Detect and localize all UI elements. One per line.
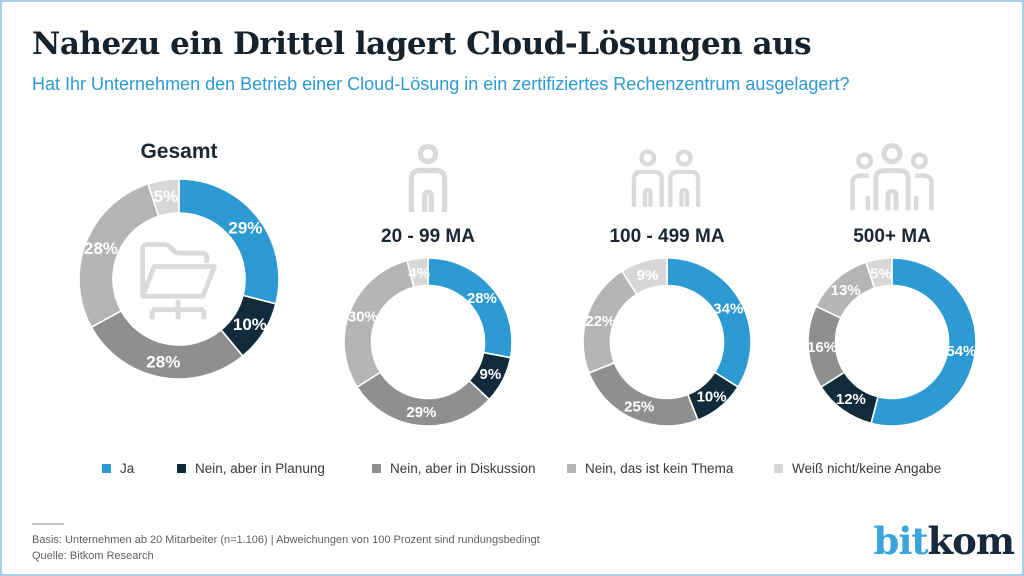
group-heading-100-499: 100 - 499 MA — [609, 226, 725, 247]
donut-segment-label: 54% — [946, 343, 976, 360]
legend-label: Nein, das ist kein Thema — [585, 461, 734, 476]
donut-segment — [427, 258, 512, 359]
legend-item-weiss-nicht: Weiß nicht/keine Angabe — [774, 461, 941, 476]
donut-segment — [406, 258, 429, 289]
footer-basis: Basis: Unternehmen ab 20 Mitarbeiter (n=… — [32, 534, 540, 546]
legend-marker-diskussion — [372, 464, 381, 473]
donut-segment — [666, 258, 751, 389]
legend-item-ja: Ja — [102, 461, 134, 476]
donut-segment-label: 29% — [406, 404, 436, 421]
legend-item-diskussion: Nein, aber in Diskussion — [372, 461, 536, 476]
footer-source: Quelle: Bitkom Research — [32, 550, 154, 562]
donut-segment-label: 28% — [146, 353, 180, 372]
donut-500plus: 54% 12% 16% 13% 5% — [808, 258, 976, 426]
group-heading-gesamt: Gesamt — [140, 140, 218, 163]
donut-segment-label: 28% — [467, 290, 497, 307]
group-heading-20-99: 20 - 99 MA — [381, 226, 475, 247]
two-persons-icon — [628, 144, 704, 219]
donut-segment-label: 13% — [831, 282, 861, 299]
donut-segment-label: 25% — [624, 399, 654, 416]
donut-segment-label: 29% — [228, 219, 262, 238]
donut-segment-label: 5% — [870, 265, 892, 282]
one-person-icon — [404, 143, 452, 219]
page-title: Nahezu ein Drittel lagert Cloud-Lösungen… — [32, 26, 812, 62]
group-heading-500plus: 500+ MA — [853, 226, 931, 247]
legend-label: Nein, aber in Diskussion — [390, 461, 536, 476]
donut-100-499: 34% 10% 25% 22% 9% — [583, 258, 751, 426]
donut-segment-label: 12% — [836, 391, 866, 408]
donut-segment-label: 22% — [585, 313, 615, 330]
donut-20-99: 28% 9% 29% 30% 4% — [344, 258, 512, 426]
footer-divider — [32, 523, 64, 525]
logo-kom: kom — [927, 519, 1015, 563]
donut-segment-label: 28% — [84, 239, 118, 258]
legend-item-kein-thema: Nein, das ist kein Thema — [567, 461, 733, 476]
legend-marker-weiss-nicht — [774, 464, 783, 473]
donut-segment-label: 16% — [808, 339, 837, 356]
donut-segment-label: 9% — [637, 267, 659, 284]
legend-marker-kein-thema — [567, 464, 576, 473]
legend-marker-ja — [102, 464, 111, 473]
donut-segment-label: 10% — [697, 388, 727, 405]
donut-segment — [870, 258, 976, 426]
donut-segment — [865, 258, 893, 290]
donut-segment-label: 4% — [408, 265, 430, 282]
legend-label: Ja — [120, 461, 135, 476]
donut-segment-label: 34% — [713, 301, 743, 318]
footer-note: Basis: Unternehmen ab 20 Mitarbeiter (n=… — [32, 532, 540, 564]
legend-label: Nein, aber in Planung — [195, 461, 325, 476]
chart-legend: Ja Nein, aber in Planung Nein, aber in D… — [2, 461, 1022, 481]
donut-segment-label: 9% — [480, 366, 502, 383]
bitkom-logo: bitkom — [874, 523, 1016, 560]
donut-segment — [587, 361, 699, 426]
legend-label: Weiß nicht/keine Angabe — [792, 461, 942, 476]
donut-gesamt: 29% 10% 28% 28% 5% — [79, 179, 279, 379]
folder-network-icon — [133, 233, 225, 330]
donut-segment — [620, 258, 668, 296]
donut-segment-label: 5% — [154, 187, 179, 206]
donut-segment-label: 10% — [233, 315, 267, 334]
logo-bit: bit — [873, 519, 929, 563]
legend-marker-planung — [177, 464, 186, 473]
page-subtitle: Hat Ihr Unternehmen den Betrieb einer Cl… — [32, 74, 850, 94]
donut-segment — [147, 179, 180, 218]
three-persons-icon — [847, 142, 937, 217]
donut-segment-label: 30% — [348, 309, 378, 326]
legend-item-planung: Nein, aber in Planung — [177, 461, 325, 476]
